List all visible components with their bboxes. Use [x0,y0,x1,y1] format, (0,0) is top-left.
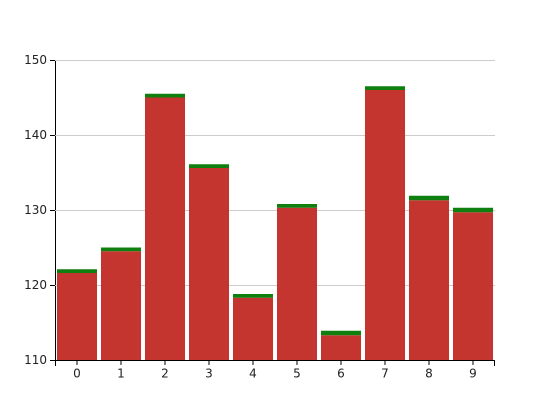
bar-segment [276,204,318,208]
x-tick-label: 6 [337,367,345,381]
bar-segment [188,164,230,168]
x-tick-label: 0 [73,367,81,381]
bar-segment [320,335,362,360]
bar-segment [452,212,494,360]
x-tick-label: 7 [381,367,389,381]
bar-segment [276,207,318,360]
y-tick-label: 110 [24,353,47,367]
x-tick-label: 4 [249,367,257,381]
bar-segment [232,297,274,360]
x-tick-label: 3 [205,367,213,381]
bar-segment [232,294,274,298]
y-tick-label: 130 [24,203,47,217]
bar-segment [100,251,142,360]
x-tick-label: 1 [117,367,125,381]
x-tick-label: 5 [293,367,301,381]
y-tick-label: 140 [24,128,47,142]
bar-segment [56,273,98,360]
bar-segment [320,330,362,336]
bar-segment [144,93,186,98]
x-axis [55,360,495,366]
bar-segment [144,97,186,360]
bar-segment [364,86,406,90]
x-tick-label: 2 [161,367,169,381]
bar-segment [100,247,142,252]
x-tick-label: 8 [425,367,433,381]
y-tick-label: 150 [24,53,47,67]
bar-segment [364,90,406,360]
x-tick-label: 9 [469,367,477,381]
bar-segment [408,200,450,360]
y-tick-label: 120 [24,278,47,292]
bar-segment [452,207,494,213]
bar-segment [56,269,98,273]
bar-segment [188,168,230,360]
bar-segment [408,195,450,201]
